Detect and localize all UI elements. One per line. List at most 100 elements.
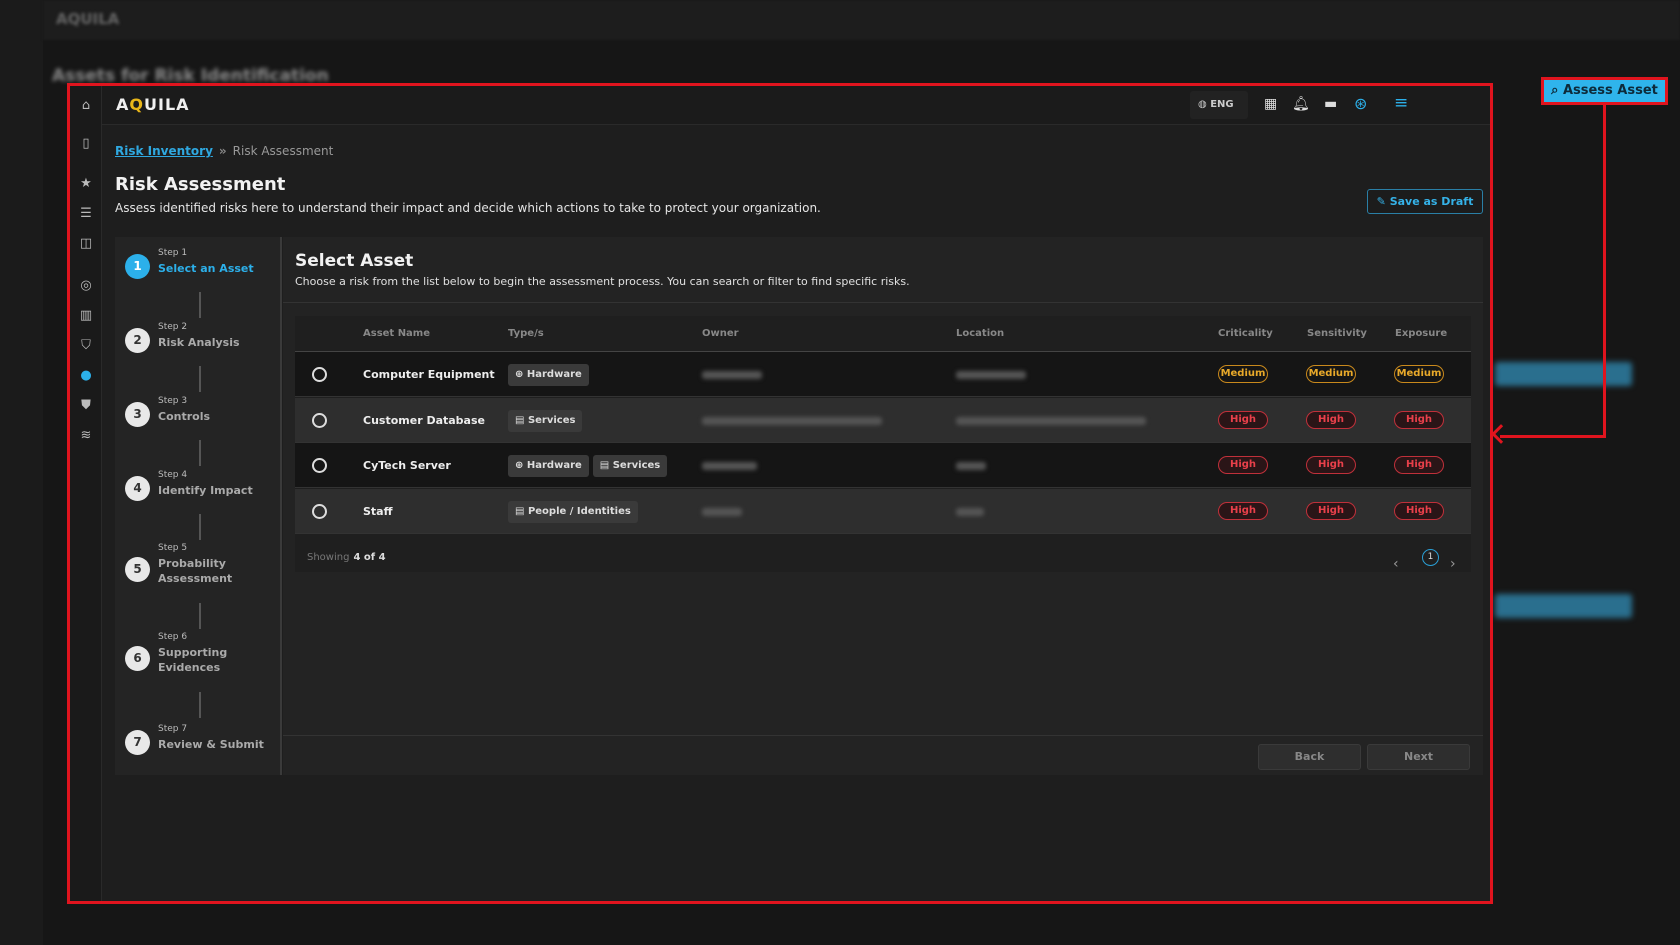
criticality-badge: Medium bbox=[1218, 365, 1268, 383]
asset-name: Staff bbox=[363, 504, 393, 518]
page-1-button[interactable]: 1 bbox=[1422, 549, 1439, 566]
radar-icon[interactable]: ◎ bbox=[80, 278, 92, 293]
table-row[interactable]: Computer Equipment ⊕ Hardware Medium Medi… bbox=[295, 352, 1471, 397]
header-divider bbox=[295, 351, 1471, 352]
showing-count: 4 of 4 bbox=[353, 552, 386, 563]
chip-icon: ⊕ bbox=[515, 460, 527, 471]
chip-icon: ⊕ bbox=[515, 369, 527, 380]
prev-page-icon[interactable]: ‹ bbox=[1393, 556, 1399, 572]
star-icon[interactable]: ★ bbox=[80, 176, 92, 191]
server-icon: ▤ bbox=[515, 414, 528, 426]
step-number: 5 bbox=[125, 557, 150, 582]
next-button[interactable]: Next bbox=[1367, 744, 1470, 770]
asset-name: CyTech Server bbox=[363, 459, 451, 472]
app-header: AQUILA ◍ ENG ▦ 🔔︎ ▬ ⊛ ≡ bbox=[102, 86, 1490, 125]
asset-name: Computer Equipment bbox=[363, 368, 495, 381]
building-icon[interactable]: ▦ bbox=[1264, 96, 1278, 112]
type-tag: ▤ Services bbox=[592, 455, 668, 477]
home-icon[interactable]: ⌂ bbox=[81, 98, 91, 113]
step-label: Step 3 bbox=[158, 396, 188, 406]
page-title: Risk Assessment bbox=[115, 174, 286, 195]
next-page-icon[interactable]: › bbox=[1450, 556, 1456, 572]
section-title: Select Asset bbox=[295, 251, 414, 271]
step-number: 2 bbox=[125, 328, 150, 353]
sidebar: ⌂ ▯ ★ ☰ ◫ ◎ ▥ ⛉ ● ⛊ ≋ bbox=[70, 86, 102, 901]
select-radio[interactable] bbox=[312, 412, 327, 428]
shield-icon[interactable]: ⛉ bbox=[81, 338, 91, 353]
criticality-badge: High bbox=[1218, 456, 1268, 474]
logo: AQUILA bbox=[116, 95, 190, 114]
language-label: ENG bbox=[1210, 99, 1234, 110]
select-asset-panel: Select Asset Choose a risk from the list… bbox=[283, 237, 1483, 775]
criticality-badge: High bbox=[1218, 501, 1268, 520]
database-icon[interactable]: ≋ bbox=[80, 428, 92, 443]
type-tag: ▤ Services bbox=[508, 409, 583, 432]
select-radio[interactable] bbox=[312, 503, 327, 519]
select-radio[interactable] bbox=[312, 367, 327, 382]
divider bbox=[283, 302, 1483, 303]
type-tag: ⊕ Hardware bbox=[508, 364, 589, 386]
type-label: Services bbox=[527, 414, 576, 426]
highlight-frame bbox=[67, 83, 1493, 904]
save-as-draft-button[interactable]: ✎ Save as Draft bbox=[1367, 189, 1483, 214]
background-logo: AQUILA bbox=[56, 10, 120, 28]
step-connector bbox=[199, 692, 201, 718]
page-description: Assess identified risks here to understa… bbox=[115, 201, 821, 215]
bell-icon[interactable]: 🔔︎ bbox=[1292, 96, 1310, 112]
table-row[interactable]: CyTech Server ⊕ Hardware ▤ Services High H… bbox=[295, 443, 1471, 488]
table-row[interactable]: Customer Database ▤ Services High High Hig… bbox=[295, 397, 1471, 443]
menu-icon[interactable]: ≡ bbox=[1394, 93, 1409, 113]
owner-redacted bbox=[702, 371, 762, 379]
owner-redacted bbox=[702, 507, 742, 516]
step-connector bbox=[199, 292, 201, 318]
type-label: People / Identities bbox=[527, 505, 631, 517]
shield-lock-icon[interactable]: ⛊ bbox=[81, 398, 91, 413]
language-selector[interactable]: ◍ ENG bbox=[1190, 91, 1248, 119]
asset-types: ⊕ Hardware bbox=[508, 352, 593, 397]
step-label: Step 6 bbox=[158, 632, 188, 642]
step-label: Step 2 bbox=[158, 322, 188, 332]
step-title: Risk Analysis bbox=[158, 336, 240, 349]
showing-label: Showing bbox=[307, 552, 350, 563]
callout-line bbox=[1500, 435, 1606, 438]
list-icon[interactable]: ☰ bbox=[80, 206, 92, 221]
location-redacted bbox=[956, 462, 986, 470]
background-page-title: Assets for Risk Identification bbox=[52, 66, 329, 86]
column-header: Criticality bbox=[1218, 328, 1273, 339]
sensitivity-badge: Medium bbox=[1306, 365, 1356, 383]
table-row[interactable]: Staff ▤ People / Identities High High High bbox=[295, 488, 1471, 534]
criticality-badge: High bbox=[1218, 410, 1268, 429]
asset-types: ▤ People / Identities bbox=[508, 489, 642, 534]
sensitivity-badge: High bbox=[1306, 501, 1356, 520]
book-icon[interactable]: ▬ bbox=[1324, 96, 1338, 112]
step-label: Step 5 bbox=[158, 543, 188, 553]
callout-line bbox=[1603, 105, 1606, 438]
type-label: Services bbox=[612, 460, 661, 471]
bank-icon[interactable]: ▥ bbox=[79, 308, 93, 323]
save-draft-label: Save as Draft bbox=[1389, 195, 1474, 208]
exposure-badge: High bbox=[1394, 410, 1444, 429]
lifebuoy-icon[interactable]: ⊛ bbox=[1354, 94, 1368, 113]
back-button[interactable]: Back bbox=[1258, 744, 1361, 770]
select-radio[interactable] bbox=[312, 458, 327, 473]
step-connector bbox=[199, 366, 201, 392]
server-icon: ▤ bbox=[515, 505, 528, 517]
assess-asset-label: Assess Asset bbox=[1562, 83, 1658, 98]
background-button bbox=[1495, 362, 1632, 386]
search-icon: ⌕ bbox=[1551, 83, 1563, 98]
assess-asset-button[interactable]: ⌕ Assess Asset bbox=[1541, 77, 1668, 105]
step-title: Identify Impact bbox=[158, 484, 253, 497]
background-header bbox=[43, 0, 1680, 40]
panel-icon[interactable]: ▯ bbox=[82, 136, 90, 151]
arrow-icon bbox=[1491, 424, 1511, 444]
step-title: Controls bbox=[158, 410, 211, 423]
compass-icon[interactable]: ● bbox=[80, 368, 92, 383]
asset-types: ▤ Services bbox=[508, 398, 586, 443]
step-number: 1 bbox=[125, 254, 150, 279]
breadcrumb-risk-inventory[interactable]: Risk Inventory bbox=[115, 144, 213, 158]
layout-icon[interactable]: ◫ bbox=[79, 236, 93, 251]
column-header: Exposure bbox=[1395, 328, 1448, 339]
column-header: Type/s bbox=[508, 328, 544, 339]
step-number: 6 bbox=[125, 646, 150, 671]
step-title: Supporting Evidences bbox=[158, 646, 228, 674]
